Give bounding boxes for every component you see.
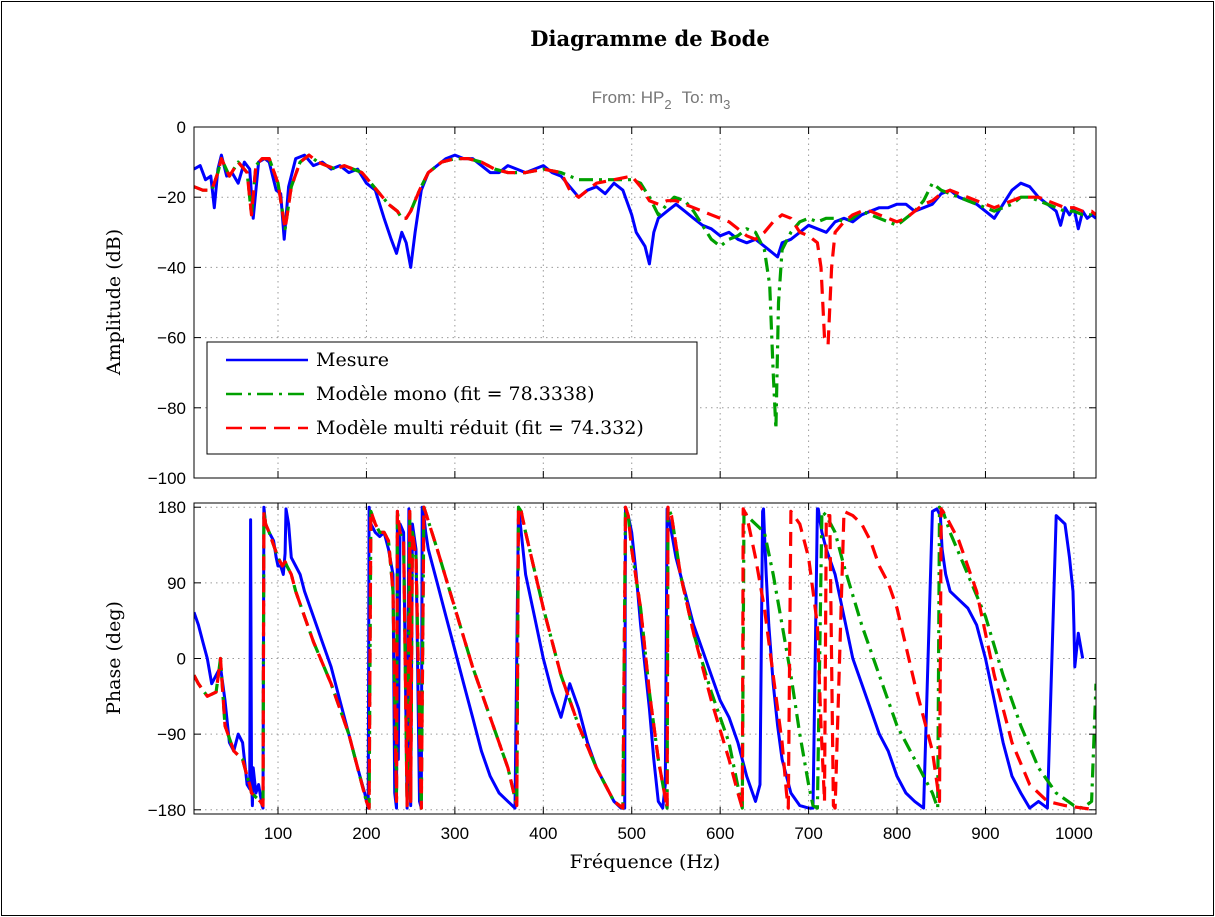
phase-series-multi — [194, 505, 1096, 812]
subtitle-to-sub: 3 — [723, 97, 730, 112]
phase-series-mesure — [194, 505, 1085, 810]
subtitle-from: From: HP — [592, 88, 665, 107]
subtitle-from-sub: 2 — [664, 97, 671, 112]
amplitude-y-tick-label: −80 — [157, 399, 186, 418]
x-tick-label: 700 — [794, 824, 822, 843]
phase-y-tick-label: −90 — [157, 725, 186, 744]
chart-title: Diagramme de Bode — [530, 26, 769, 51]
x-tick-label: 500 — [618, 824, 646, 843]
amplitude-y-tick-label: −40 — [157, 258, 186, 277]
amplitude-ylabel: Amplitude (dB) — [103, 229, 125, 376]
x-tick-label: 800 — [883, 824, 911, 843]
amplitude-y-tick-label: −100 — [148, 469, 186, 488]
x-tick-label: 300 — [441, 824, 469, 843]
phase-ylabel: Phase (deg) — [103, 601, 125, 715]
amplitude-series-multi — [194, 153, 1096, 347]
x-axis-label: Fréquence (Hz) — [570, 851, 721, 873]
chart-subtitle: From: HP2 To: m3 — [592, 88, 731, 112]
amplitude-y-tick-label: 0 — [177, 118, 186, 137]
x-tick-label: 400 — [529, 824, 557, 843]
amplitude-y-tick-label: −60 — [157, 329, 186, 348]
phase-plot: 100 200 300 400 500 600 700 800 900 1000180900−90… — [103, 498, 1097, 843]
x-tick-label: 900 — [971, 824, 999, 843]
legend-label-multi: Modèle multi réduit (fit = 74.332) — [316, 417, 644, 439]
x-tick-label: 200 — [352, 824, 380, 843]
amplitude-plot: 0 −20 −40 −60 −80 −100 Amplitude (dB) Mesure … — [103, 118, 1097, 488]
legend-label-mono: Modèle mono (fit = 78.3338) — [316, 383, 595, 405]
legend-label-mesure: Mesure — [316, 349, 389, 371]
amplitude-series-mesure — [194, 153, 1096, 269]
x-tick-label: 100 — [264, 824, 292, 843]
phase-y-tick-label: 90 — [167, 574, 186, 593]
amplitude-axes-box — [193, 126, 1097, 479]
x-tick-label: 600 — [706, 824, 734, 843]
legend: Mesure Modèle mono (fit = 78.3338) Modèl… — [206, 341, 698, 455]
phase-y-tick-label: −180 — [148, 801, 186, 820]
phase-y-tick-label: 0 — [177, 650, 186, 669]
x-tick-label: 1000 — [1055, 824, 1093, 843]
amplitude-y-tick-label: −20 — [157, 188, 186, 207]
phase-y-tick-label: 180 — [158, 498, 186, 517]
subtitle-to: To: m — [682, 88, 724, 107]
